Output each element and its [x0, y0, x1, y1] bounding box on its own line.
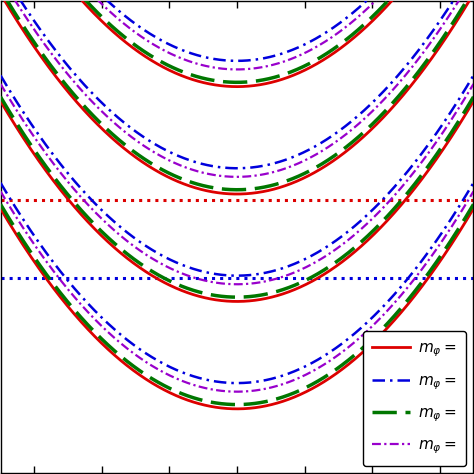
Legend: $m_\varphi =$, $m_\varphi =$, $m_\varphi =$, $m_\varphi =$: $m_\varphi =$, $m_\varphi =$, $m_\varphi… [363, 331, 465, 465]
